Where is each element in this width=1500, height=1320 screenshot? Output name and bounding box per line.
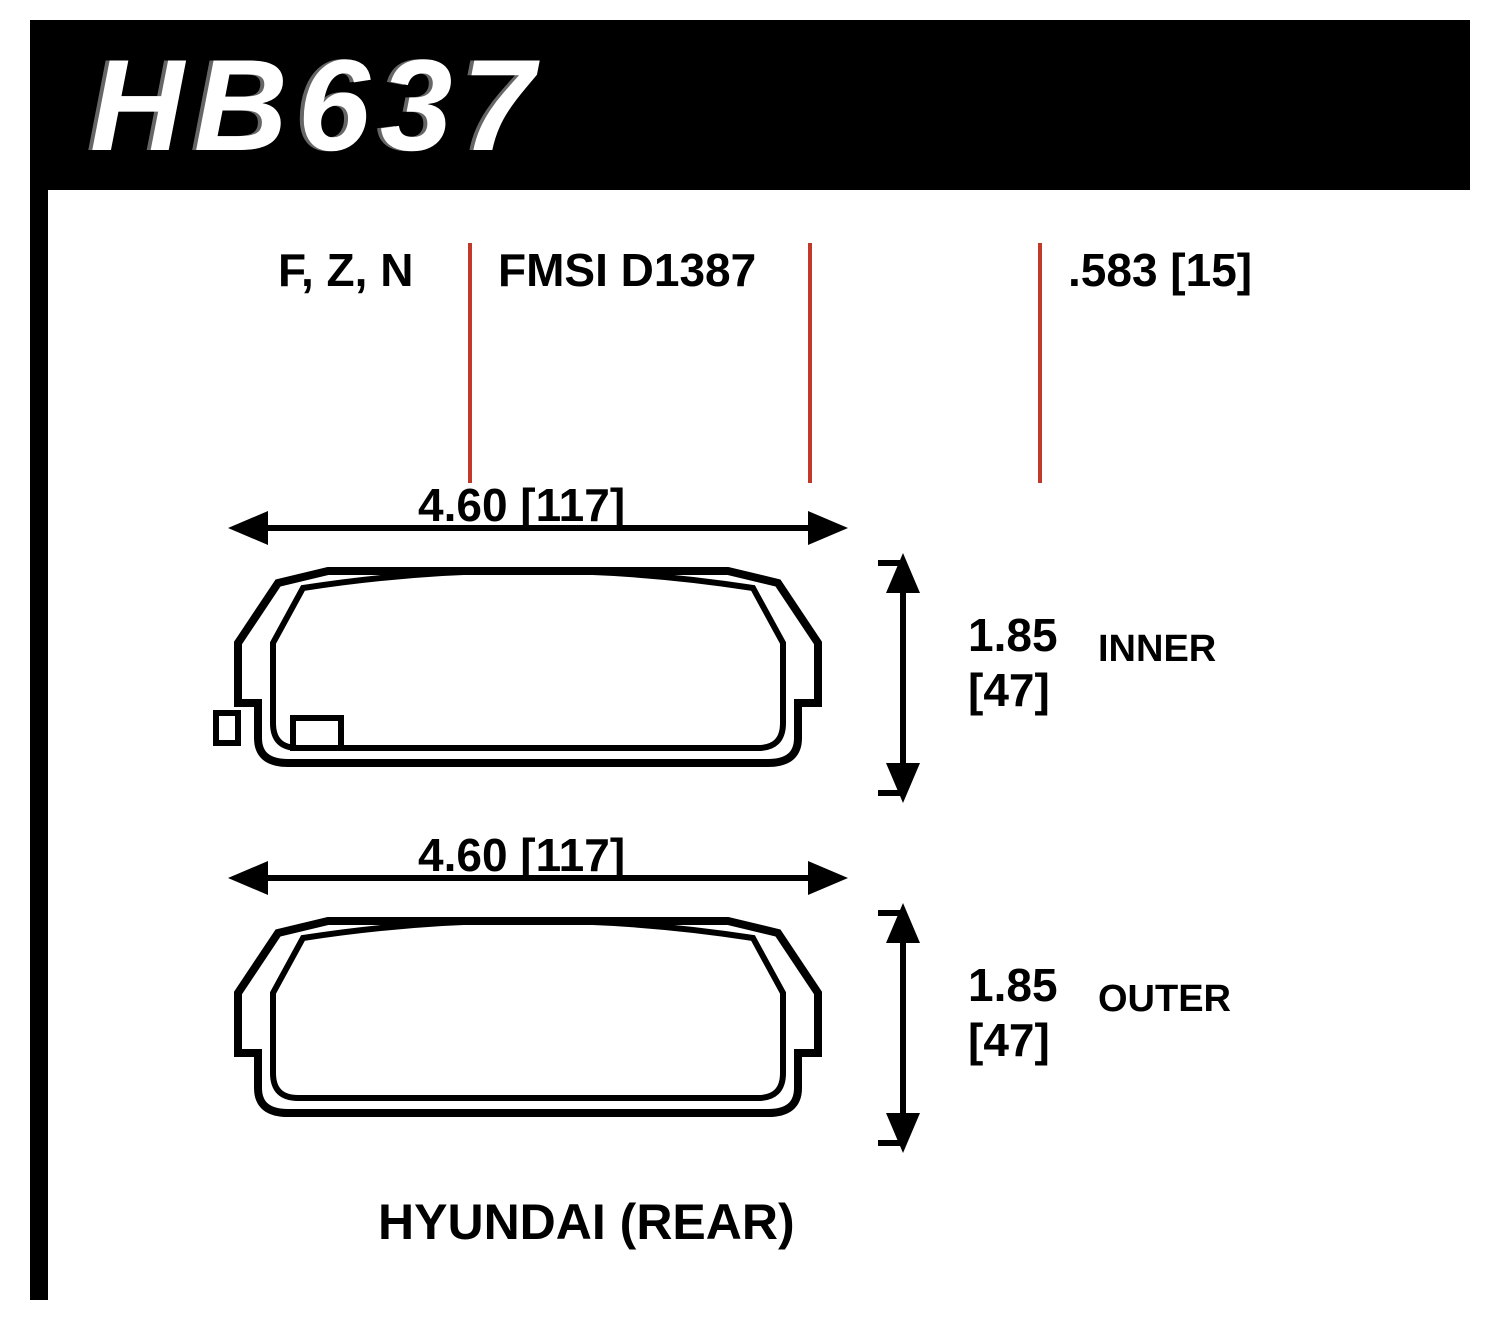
thickness-label: .583 [15] (1068, 243, 1252, 297)
content-area: F, Z, N FMSI D1387 .583 [15] 4.60 [117] (48, 208, 1470, 1300)
outer-height-2: [47] (968, 1013, 1050, 1067)
diagram-frame: HB637 F, Z, N FMSI D1387 .583 [15] 4.60 … (30, 20, 1470, 1300)
inner-width-label: 4.60 [117] (418, 478, 625, 532)
outer-pad-svg (238, 913, 818, 1153)
divider-1 (468, 243, 472, 483)
divider-3 (1038, 243, 1042, 483)
part-number: HB637 (90, 30, 545, 180)
outer-pad (238, 913, 818, 1153)
inner-height-2: [47] (968, 663, 1050, 717)
fmsi-label: FMSI D1387 (498, 243, 756, 297)
outer-height-1: 1.85 (968, 958, 1058, 1012)
inner-position-label: INNER (1098, 628, 1216, 671)
title-banner: HB637 (30, 20, 1470, 190)
divider-2 (808, 243, 812, 483)
outer-position-label: OUTER (1098, 978, 1231, 1021)
inner-pad (238, 563, 818, 803)
inner-height-arrow (878, 553, 928, 803)
compounds-label: F, Z, N (278, 243, 413, 297)
outer-width-label: 4.60 [117] (418, 828, 625, 882)
inner-pad-svg (238, 563, 818, 803)
inner-height-1: 1.85 (968, 608, 1058, 662)
outer-height-arrow (878, 903, 928, 1153)
vehicle-label: HYUNDAI (REAR) (378, 1193, 795, 1251)
